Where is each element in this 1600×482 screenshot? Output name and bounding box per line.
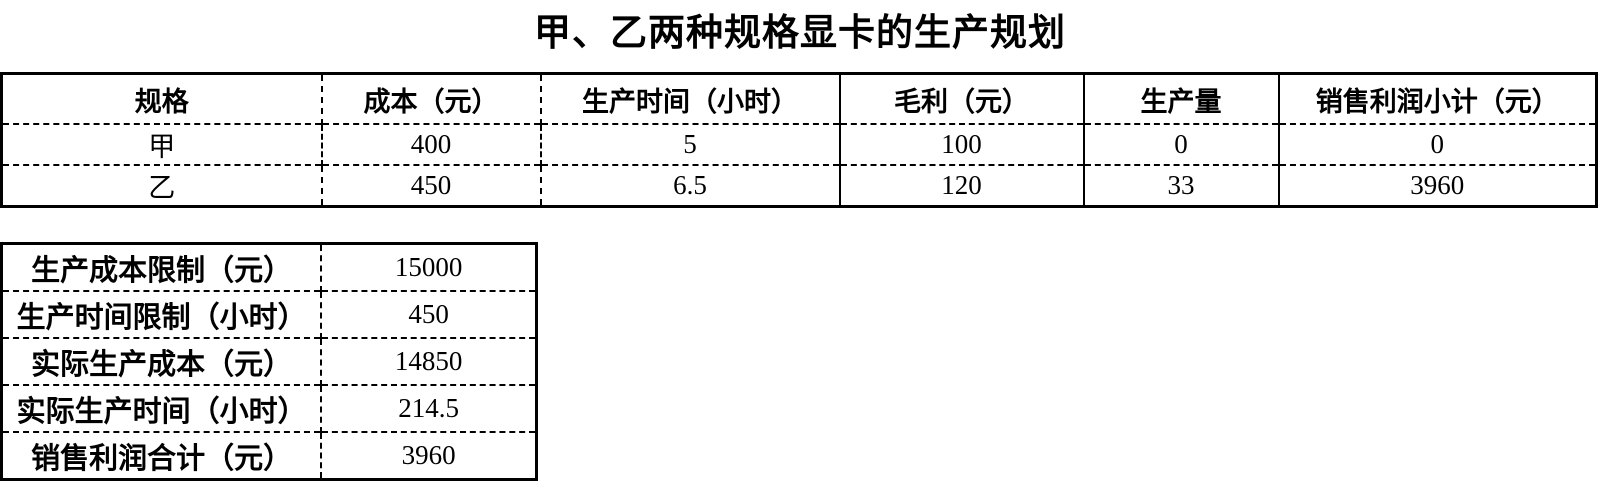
summary-value-cost-limit: 15000 bbox=[394, 252, 463, 282]
cell-production-time: 5 bbox=[540, 124, 841, 165]
cell-spec: 甲 bbox=[1, 124, 323, 165]
summary-table: 生产成本限制（元） 15000 生产时间限制（小时） 450 实际生产成本（元）… bbox=[0, 242, 538, 481]
page-title: 甲、乙两种规格显卡的生产规划 bbox=[534, 13, 1066, 54]
table-row-spec-b: 乙 450 6.5 120 33 3960 bbox=[1, 165, 1597, 207]
summary-row-actual-time: 实际生产时间（小时） 214.5 bbox=[1, 385, 537, 432]
cell-profit-subtotal: 0 bbox=[1430, 129, 1445, 159]
summary-value-actual-cost: 14850 bbox=[394, 346, 463, 376]
summary-label-total-profit: 销售利润合计（元） bbox=[1, 432, 323, 480]
header-profit-subtotal: 销售利润小计（元） bbox=[1315, 86, 1559, 117]
production-table-header-row: 规格 成本（元） 生产时间（小时） 毛利（元） 生产量 销售利润小计（元） bbox=[1, 73, 1597, 124]
summary-value-total-profit: 3960 bbox=[401, 440, 456, 470]
summary-row-time-limit: 生产时间限制（小时） 450 bbox=[1, 291, 537, 338]
summary-value-time-limit: 450 bbox=[408, 299, 449, 329]
cell-gross-profit: 100 bbox=[839, 124, 1085, 165]
header-production-qty: 生产量 bbox=[1083, 73, 1280, 124]
cell-spec: 乙 bbox=[1, 165, 323, 207]
table-row-spec-a: 甲 400 5 100 0 0 bbox=[1, 124, 1597, 165]
summary-label-actual-time: 实际生产时间（小时） bbox=[1, 385, 323, 432]
cell-profit-subtotal: 3960 bbox=[1410, 170, 1465, 200]
cell-production-qty: 0 bbox=[1083, 124, 1280, 165]
summary-row-cost-limit: 生产成本限制（元） 15000 bbox=[1, 243, 537, 291]
header-cost: 成本（元） bbox=[321, 73, 542, 124]
summary-row-total-profit: 销售利润合计（元） 3960 bbox=[1, 432, 537, 480]
summary-label-time-limit: 生产时间限制（小时） bbox=[1, 291, 323, 338]
summary-label-cost-limit: 生产成本限制（元） bbox=[1, 243, 323, 291]
summary-value-actual-time: 214.5 bbox=[398, 393, 460, 423]
cell-production-qty: 33 bbox=[1083, 165, 1280, 207]
cell-production-time: 6.5 bbox=[540, 165, 841, 207]
cell-cost: 400 bbox=[321, 124, 542, 165]
summary-label-actual-cost: 实际生产成本（元） bbox=[1, 338, 323, 385]
cell-gross-profit: 120 bbox=[839, 165, 1085, 207]
header-spec: 规格 bbox=[1, 73, 323, 124]
header-gross-profit: 毛利（元） bbox=[839, 73, 1085, 124]
summary-row-actual-cost: 实际生产成本（元） 14850 bbox=[1, 338, 537, 385]
header-production-time: 生产时间（小时） bbox=[540, 73, 841, 124]
production-table: 规格 成本（元） 生产时间（小时） 毛利（元） 生产量 销售利润小计（元） 甲 … bbox=[0, 72, 1598, 208]
cell-cost: 450 bbox=[321, 165, 542, 207]
